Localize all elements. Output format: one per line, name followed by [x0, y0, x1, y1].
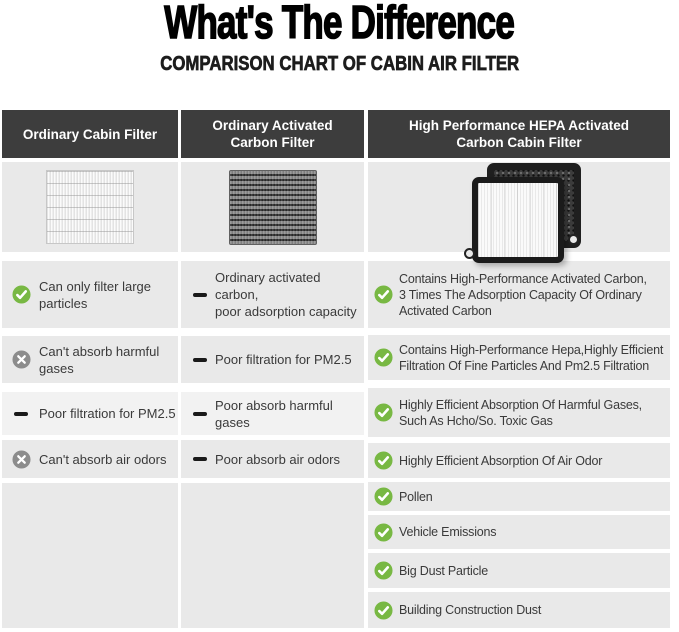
column-ordinary-activated-carbon-filter: Ordinary Activated Carbon Filter Ordinar… — [181, 110, 364, 628]
feature-text: Highly Efficient Absorption Of Harmful G… — [399, 397, 642, 428]
feature-text: Poor filtration for PM2.5 — [215, 352, 352, 367]
check-icon — [374, 487, 393, 506]
page-subtitle: COMPARISON CHART OF CABIN AIR FILTER — [159, 53, 520, 76]
table-row: Can only filter large particles — [2, 261, 178, 328]
carbon-pleated-filter-image — [228, 169, 317, 245]
table-row: Vehicle Emissions — [368, 515, 670, 549]
column-hepa-activated-carbon-cabin-filter: High Performance HEPA Activated Carbon C… — [368, 110, 670, 628]
table-row: Highly Efficient Absorption Of Air Odor — [368, 443, 670, 478]
feature-text: Can only filter large particles — [39, 278, 151, 311]
feature-text: Poor absorb harmful gases — [215, 397, 333, 430]
white-pleated-filter-image — [46, 170, 134, 244]
feature-text: Poor filtration for PM2.5 — [39, 406, 176, 421]
x-circle-icon — [12, 449, 31, 469]
table-row: Contains High-Performance Activated Carb… — [368, 261, 670, 328]
dash-icon — [193, 411, 207, 416]
feature-text: Big Dust Particle — [399, 563, 488, 578]
empty-cell — [181, 483, 364, 628]
hepa-filter-image — [472, 177, 564, 263]
table-row: Pollen — [368, 482, 670, 511]
product-image-cell — [181, 162, 364, 252]
table-row: Poor filtration for PM2.5 — [2, 392, 178, 435]
table-row: Ordinary activated carbon, poor adsorpti… — [181, 261, 364, 328]
table-row: Can't absorb air odors — [2, 440, 178, 478]
table-row: Poor absorb harmful gases — [181, 392, 364, 435]
check-icon — [374, 451, 393, 470]
feature-text: Building Construction Dust — [399, 603, 542, 617]
dash-icon — [193, 457, 207, 461]
feature-text: Contains High-Performance Activated Carb… — [399, 271, 647, 318]
check-icon — [12, 285, 31, 304]
column-header: High Performance HEPA Activated Carbon C… — [368, 110, 670, 158]
check-icon — [374, 403, 393, 422]
x-circle-icon — [12, 350, 31, 369]
table-row: Poor filtration for PM2.5 — [181, 336, 364, 383]
feature-text: Vehicle Emissions — [399, 525, 497, 539]
page-title: What's The Difference — [164, 0, 516, 49]
feature-text: Ordinary activated carbon, poor adsorpti… — [215, 270, 357, 319]
product-image-cell — [2, 162, 178, 252]
table-row: Poor absorb air odors — [181, 440, 364, 478]
pull-tab-icon — [464, 248, 475, 259]
column-header: Ordinary Activated Carbon Filter — [181, 110, 364, 158]
feature-text: Highly Efficient Absorption Of Air Odor — [399, 453, 603, 468]
table-row: Highly Efficient Absorption Of Harmful G… — [368, 388, 670, 437]
feature-text: Pollen — [399, 489, 433, 504]
table-row: Big Dust Particle — [368, 553, 670, 588]
table-row: Building Construction Dust — [368, 592, 670, 628]
table-row: Can't absorb harmful gases — [2, 336, 178, 383]
comparison-table: Ordinary Cabin Filter Can only filter la… — [2, 110, 670, 628]
column-ordinary-cabin-filter: Ordinary Cabin Filter Can only filter la… — [2, 110, 178, 628]
check-icon — [374, 561, 393, 580]
dash-icon — [193, 357, 207, 362]
dash-icon — [193, 292, 207, 297]
feature-text: Can't absorb harmful gases — [39, 343, 160, 376]
feature-text: Contains High-Performance Hepa,Highly Ef… — [399, 342, 664, 373]
feature-text: Poor absorb air odors — [215, 451, 341, 467]
product-image-cell — [368, 162, 670, 263]
check-icon — [374, 600, 393, 620]
check-icon — [374, 285, 393, 304]
pull-tab-icon — [568, 234, 579, 245]
check-icon — [374, 348, 393, 367]
empty-cell — [2, 483, 178, 628]
column-header: Ordinary Cabin Filter — [2, 110, 178, 158]
check-icon — [374, 522, 393, 542]
dash-icon — [14, 411, 29, 416]
feature-text: Can't absorb air odors — [39, 451, 167, 467]
table-row: Contains High-Performance Hepa,Highly Ef… — [368, 335, 670, 380]
